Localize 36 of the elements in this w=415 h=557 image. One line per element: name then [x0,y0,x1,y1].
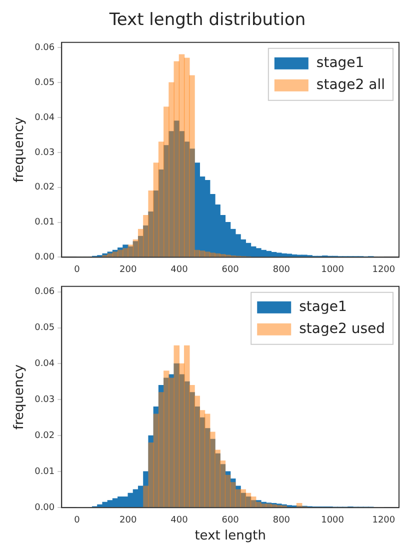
x-tick-label: 400 [170,264,188,275]
x-tick-label: 200 [119,515,137,526]
x-tick-label: 0 [74,515,80,526]
y-tick-label: 0.05 [34,78,55,88]
x-tick-label: 800 [272,515,290,526]
x-axis-title: text length [194,528,266,544]
y-axis-title: frequency [12,364,28,430]
x-tick-label: 1000 [321,264,344,275]
y-tick-label: 0.00 [34,502,55,513]
legend-label: stage1 [316,55,364,72]
x-tick-label: 200 [119,264,137,275]
legend-label: stage2 used [299,321,386,338]
y-tick-label: 0.05 [34,323,55,334]
x-tick-label: 1200 [372,515,396,526]
legend-label: stage1 [299,299,347,316]
y-tick-label: 0.03 [34,395,55,406]
y-tick-label: 0.01 [34,218,55,228]
y-tick-label: 0.04 [34,112,55,123]
x-tick-label: 0 [74,264,80,275]
x-tick-label: 600 [222,515,240,526]
y-tick-label: 0.01 [34,466,55,477]
y-tick-label: 0.06 [34,287,55,298]
y-tick-label: 0.04 [34,359,55,370]
legend-label: stage2 all [316,77,385,94]
x-tick-label: 600 [222,264,240,275]
x-tick-label: 1000 [321,515,344,526]
y-tick-label: 0.00 [34,252,55,263]
x-tick-label: 400 [170,515,188,526]
y-tick-label: 0.06 [34,42,55,53]
y-tick-label: 0.02 [34,431,55,442]
chart-title: Text length distribution [108,9,307,32]
x-tick-label: 800 [272,264,290,275]
y-axis-title: frequency [12,116,28,182]
y-tick-label: 0.03 [34,148,55,158]
x-tick-label: 1200 [372,264,396,275]
y-tick-label: 0.02 [34,182,55,193]
